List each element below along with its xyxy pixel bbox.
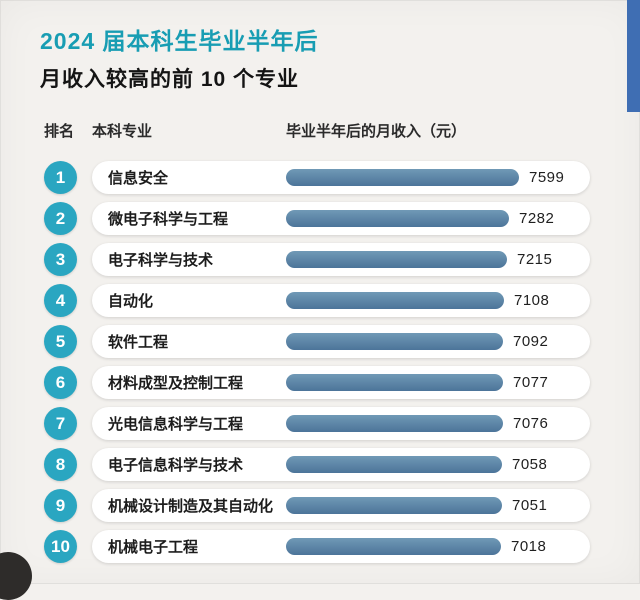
income-value: 7018 xyxy=(511,538,547,555)
income-value: 7051 xyxy=(512,497,548,514)
page-title-main: 月收入较高的前 10 个专业 xyxy=(40,68,300,91)
major-label: 电子信息科学与技术 xyxy=(108,457,244,474)
chart-row: 4 自动化 7108 xyxy=(0,280,640,321)
decorative-blue-strip xyxy=(627,0,640,112)
rank-badge: 9 xyxy=(44,489,77,522)
row-pill: 微电子科学与工程 7282 xyxy=(92,202,590,235)
row-pill: 光电信息科学与工程 7076 xyxy=(92,407,590,440)
rank-column-header: 排名 xyxy=(44,123,75,140)
page-title-accent: 2024 届本科生毕业半年后 xyxy=(40,28,319,54)
rank-badge: 1 xyxy=(44,161,77,194)
chart-row: 9 机械设计制造及其自动化 7051 xyxy=(0,485,640,526)
major-label: 信息安全 xyxy=(108,170,169,187)
income-value: 7215 xyxy=(517,251,553,268)
income-bar xyxy=(286,374,503,391)
income-bar xyxy=(286,538,501,555)
income-value: 7092 xyxy=(513,333,549,350)
income-value: 7058 xyxy=(512,456,548,473)
major-label: 光电信息科学与工程 xyxy=(108,416,244,433)
income-bar xyxy=(286,210,509,227)
income-column-header: 毕业半年后的月收入（元） xyxy=(286,123,467,140)
row-pill: 电子信息科学与技术 7058 xyxy=(92,448,590,481)
row-pill: 信息安全 7599 xyxy=(92,161,590,194)
major-label: 机械设计制造及其自动化 xyxy=(108,498,274,515)
rank-badge: 5 xyxy=(44,325,77,358)
chart-row: 8 电子信息科学与技术 7058 xyxy=(0,444,640,485)
income-value: 7077 xyxy=(513,374,549,391)
major-label: 微电子科学与工程 xyxy=(108,211,229,228)
major-label: 软件工程 xyxy=(108,334,169,351)
major-column-header: 本科专业 xyxy=(92,123,153,140)
chart-row: 2 微电子科学与工程 7282 xyxy=(0,198,640,239)
major-label: 材料成型及控制工程 xyxy=(108,375,244,392)
major-label: 电子科学与技术 xyxy=(108,252,214,269)
income-bar xyxy=(286,456,502,473)
row-pill: 电子科学与技术 7215 xyxy=(92,243,590,276)
chart-row: 6 材料成型及控制工程 7077 xyxy=(0,362,640,403)
major-label: 自动化 xyxy=(108,293,154,310)
rank-badge: 3 xyxy=(44,243,77,276)
row-pill: 自动化 7108 xyxy=(92,284,590,317)
chart-row: 3 电子科学与技术 7215 xyxy=(0,239,640,280)
rank-badge: 8 xyxy=(44,448,77,481)
rank-badge: 6 xyxy=(44,366,77,399)
income-bar xyxy=(286,292,504,309)
row-pill: 机械设计制造及其自动化 7051 xyxy=(92,489,590,522)
chart-row: 7 光电信息科学与工程 7076 xyxy=(0,403,640,444)
income-value: 7599 xyxy=(529,169,565,186)
rank-badge: 10 xyxy=(44,530,77,563)
income-bar xyxy=(286,415,503,432)
row-pill: 软件工程 7092 xyxy=(92,325,590,358)
chart-row: 5 软件工程 7092 xyxy=(0,321,640,362)
table-header-row: 排名 本科专业 毕业半年后的月收入（元） xyxy=(44,120,590,141)
row-pill: 材料成型及控制工程 7077 xyxy=(92,366,590,399)
title-block: 2024 届本科生毕业半年后 月收入较高的前 10 个专业 xyxy=(0,0,640,94)
row-pill: 机械电子工程 7018 xyxy=(92,530,590,563)
income-bar xyxy=(286,251,507,268)
income-value: 7108 xyxy=(514,292,550,309)
income-value: 7282 xyxy=(519,210,555,227)
income-bar xyxy=(286,169,519,186)
chart-row: 1 信息安全 7599 xyxy=(0,157,640,198)
chart-rows: 1 信息安全 7599 2 微电子科学与工程 7282 3 电子科学与技术 7215 4 自动化 71… xyxy=(0,157,640,567)
income-value: 7076 xyxy=(513,415,549,432)
income-bar xyxy=(286,333,503,350)
rank-badge: 2 xyxy=(44,202,77,235)
chart-row: 10 机械电子工程 7018 xyxy=(0,526,640,567)
income-bar xyxy=(286,497,502,514)
rank-badge: 4 xyxy=(44,284,77,317)
rank-badge: 7 xyxy=(44,407,77,440)
major-label: 机械电子工程 xyxy=(108,539,199,556)
